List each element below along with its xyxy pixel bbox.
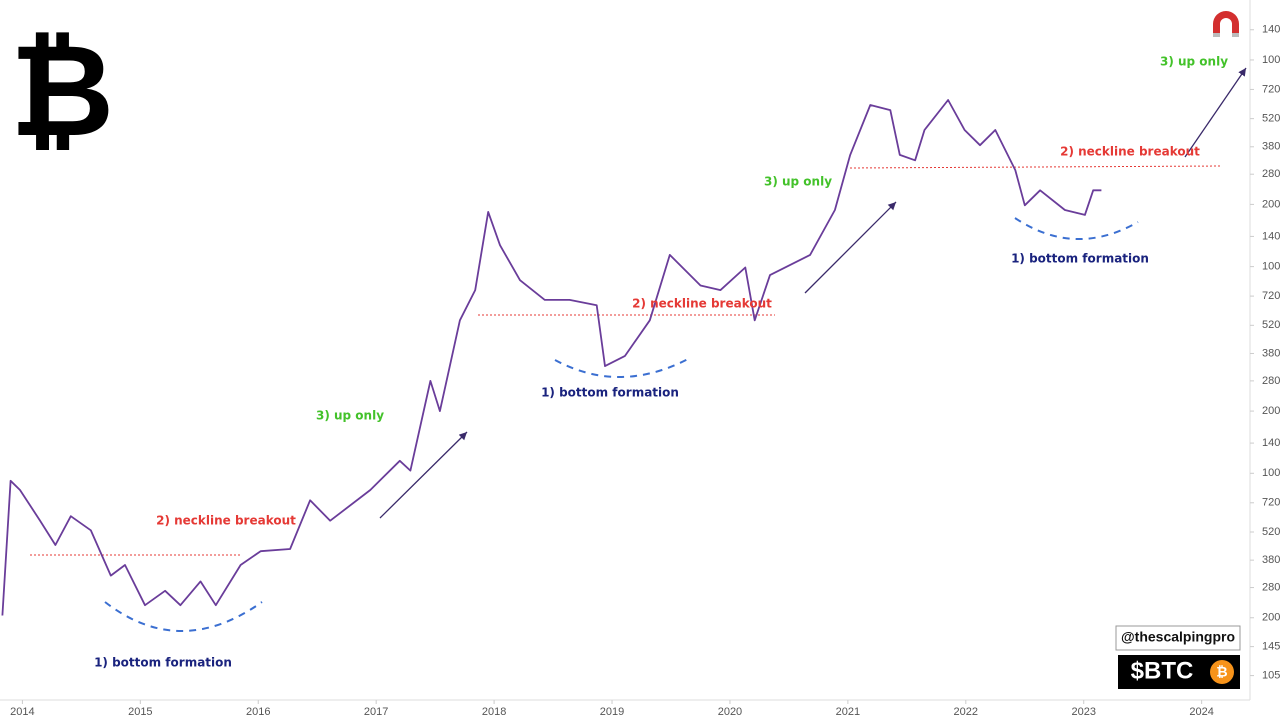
y-tick-label: 5200 xyxy=(1262,319,1280,331)
logo: ₿ xyxy=(10,17,114,166)
price-line xyxy=(1,99,1102,616)
x-tick-label: 2018 xyxy=(482,706,506,718)
watermark: @thescalpingpro xyxy=(1121,629,1235,645)
ticker-logo: ₿ xyxy=(1216,664,1227,680)
x-tick-label: 2019 xyxy=(600,706,624,718)
y-tick-label: 1400 xyxy=(1262,437,1280,449)
y-tick-label: 720 xyxy=(1262,497,1280,509)
y-tick-label: 2800 xyxy=(1262,375,1280,387)
x-tick-label: 2015 xyxy=(128,706,152,718)
annotation: 2) neckline breakout xyxy=(1060,145,1200,159)
y-tick-label: 5200 xyxy=(1262,113,1280,125)
y-tick-label: 3800 xyxy=(1262,141,1280,153)
annotation: 1) bottom formation xyxy=(1011,252,1149,266)
y-tick-label: 7200 xyxy=(1262,290,1280,302)
y-tick-label: 2000 xyxy=(1262,198,1280,210)
arrow xyxy=(379,67,1247,519)
x-tick-label: 2017 xyxy=(364,706,388,718)
annotation: 3) up only xyxy=(316,409,384,423)
watermark-box: @thescalpingpro $BTC ₿ xyxy=(1115,625,1241,689)
annotation: 2) neckline breakout xyxy=(632,297,772,311)
y-tick-label: 7200 xyxy=(1262,83,1280,95)
y-tick-label: 1400 xyxy=(1262,230,1280,242)
x-tick-label: 2024 xyxy=(1189,706,1213,718)
y-tick-label: 1000 xyxy=(1262,54,1280,66)
y-tick-label: 145 xyxy=(1262,641,1280,653)
y-tick-label: 2800 xyxy=(1262,168,1280,180)
annotation: 2) neckline breakout xyxy=(156,514,296,528)
y-tick-label: 1400 xyxy=(1262,24,1280,36)
y-tick-label: 1000 xyxy=(1262,467,1280,479)
x-tick-label: 2023 xyxy=(1071,706,1095,718)
y-tick-label: 1000 xyxy=(1262,261,1280,273)
y-tick-label: 520 xyxy=(1262,526,1280,538)
y-tick-label: 380 xyxy=(1262,554,1280,566)
magnet-icon xyxy=(1213,11,1239,37)
y-tick-label: 105 xyxy=(1262,669,1280,681)
y-tick-label: 3800 xyxy=(1262,347,1280,359)
ticker: $BTC xyxy=(1131,657,1194,684)
y-tick-label: 280 xyxy=(1262,581,1280,593)
y-tick-label: 2000 xyxy=(1262,405,1280,417)
x-tick-label: 2016 xyxy=(246,706,270,718)
neckline xyxy=(30,165,1223,556)
annotation: 1) bottom formation xyxy=(94,656,232,670)
y-tick-label: 200 xyxy=(1262,612,1280,624)
annotation: 3) up only xyxy=(1160,55,1228,69)
bottom-arc xyxy=(104,217,1139,632)
annotation: 1) bottom formation xyxy=(541,386,679,400)
x-tick-label: 2021 xyxy=(836,706,860,718)
annotation: 3) up only xyxy=(764,175,832,189)
x-tick-label: 2020 xyxy=(718,706,742,718)
x-tick-label: 2014 xyxy=(10,706,34,718)
x-tick-label: 2022 xyxy=(954,706,978,718)
